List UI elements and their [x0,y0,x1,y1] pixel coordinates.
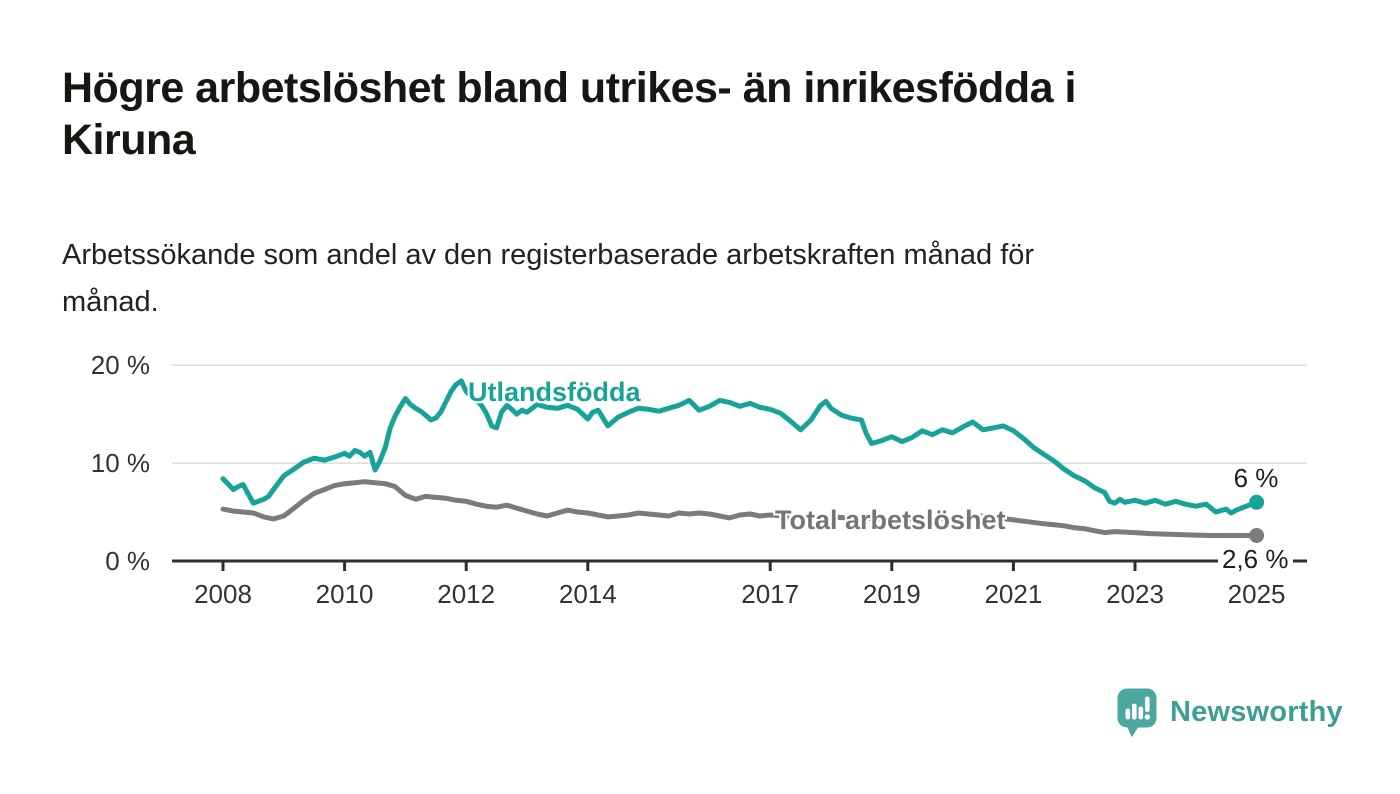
y-tick-label-10: 10 % [91,448,150,478]
y-tick-label-20: 20 % [91,350,150,380]
series-line-utlandsfodda [220,378,1260,516]
x-tick-label-2017: 2017 [741,579,799,609]
x-tick-label-2010: 2010 [316,579,374,609]
chart-subtitle-line-2: månad. [62,286,159,318]
page-title-line-2: Kiruna [62,116,196,164]
x-tick-label-2021: 2021 [984,579,1042,609]
y-tick-label-0: 0 % [105,546,150,576]
x-tick-label-2014: 2014 [559,579,617,609]
series-label-utlandsfodda: Utlandsfödda [468,377,641,407]
page-title: Högre arbetslöshet bland utrikes- än inr… [62,62,1076,166]
series-endpoint-utlandsfodda [1249,494,1265,510]
end-value-label-utlandsfodda: 6 % [1233,463,1279,493]
page-title-line-1: Högre arbetslöshet bland utrikes- än inr… [62,64,1076,112]
x-tick-label-2019: 2019 [863,579,921,609]
series-line-total [220,479,1260,538]
end-value-label-total: 2,6 % [1218,545,1293,573]
x-tick-label-2012: 2012 [437,579,495,609]
newsworthy-logo-icon [1117,688,1157,737]
chart-subtitle-line-1: Arbetssökande som andel av den registerb… [62,239,1035,271]
series-label-total-arbetsloshet: Total arbetslöshet [775,505,1006,535]
x-tick-label-2025: 2025 [1228,579,1286,609]
newsworthy-logo-text: Newsworthy [1170,695,1343,728]
newsworthy-logo: Newsworthy [1117,687,1343,737]
chart-subtitle: Arbetssökande som andel av den registerb… [62,232,1034,326]
x-tick-label-2023: 2023 [1106,579,1164,609]
x-tick-label-2008: 2008 [194,579,252,609]
series-endpoint-total [1249,528,1265,543]
